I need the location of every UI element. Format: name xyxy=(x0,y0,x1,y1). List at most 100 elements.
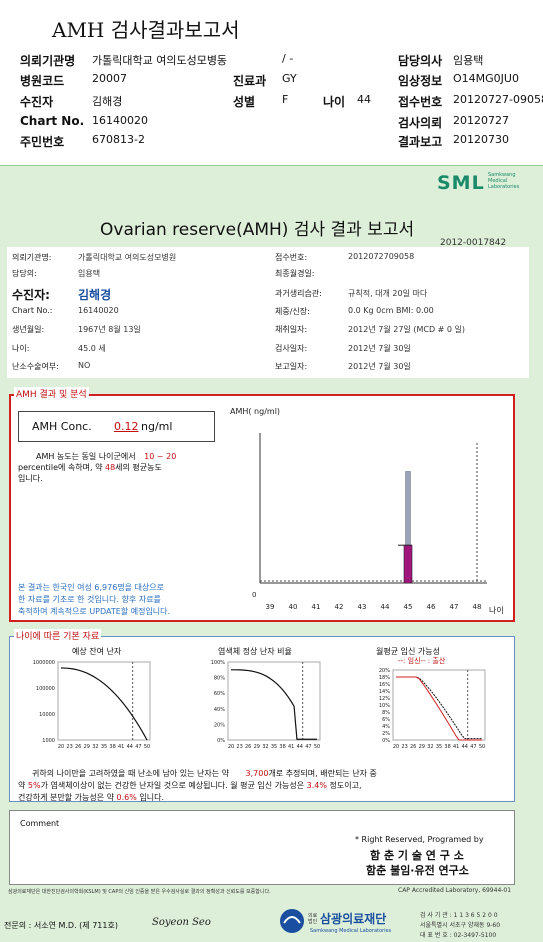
mini-x-tick: 20 xyxy=(393,744,399,750)
mini-y-tick: 100% xyxy=(211,660,226,666)
footer-disclaimer: 삼광의료재단은 대한진단검사의학회(KSLM) 및 CAP의 신임 인증을 받은… xyxy=(8,889,271,895)
info-label: 접수번호: xyxy=(275,253,308,262)
mini-x-tick: 26 xyxy=(410,744,416,750)
mini-y-tick: 14% xyxy=(379,689,390,695)
summary-line-2: 약 5%가 염색체이상이 없는 건강한 난자일 것으로 예상됩니다. 월 평균 … xyxy=(18,780,377,792)
info-value: 16140020 xyxy=(78,306,119,315)
brand-sub1: Samkwang xyxy=(488,172,516,178)
amh-conc-value: 0.12 xyxy=(114,420,139,433)
mini-x-tick: 35 xyxy=(436,744,442,750)
header-title: AMH 검사결과보고서 xyxy=(52,18,240,42)
mini-y-tick: 8% xyxy=(382,710,390,716)
header-value: F xyxy=(282,93,289,106)
mini-x-tick: 29 xyxy=(84,744,90,750)
mini-x-tick: 32 xyxy=(262,744,268,750)
info-label: 보고일자: xyxy=(275,362,308,371)
footer-cap: CAP Accredited Laboratory, 69944-01 xyxy=(398,887,512,894)
header-value: 44 xyxy=(357,93,371,106)
mini-y-tick: 0% xyxy=(217,738,225,744)
mini-x-tick: 47 xyxy=(135,744,141,750)
info-value: NO xyxy=(78,361,91,370)
info-label: 검사일자: xyxy=(275,344,308,353)
mini-x-tick: 41 xyxy=(288,744,294,750)
mini-x-tick: 29 xyxy=(254,744,260,750)
footer-code: 검 사 기 관 : 1 1 3 6 5 2 0 0 xyxy=(420,912,498,919)
amh-desc-1a: AMH 농도는 동일 나이군에서 xyxy=(36,452,136,461)
header-value: 670813-2 xyxy=(92,133,145,146)
lab-name-1: 함 춘 기 술 연 구 소 xyxy=(370,849,464,862)
mini-y-tick: 2% xyxy=(382,731,390,737)
header-label: 접수번호 xyxy=(398,95,443,109)
summary-2e: 정도이고, xyxy=(329,781,362,790)
chart-patient-bar xyxy=(403,544,413,584)
mini-y-tick: 6% xyxy=(382,717,390,723)
mini-x-tick: 23 xyxy=(66,744,72,750)
mini-plot-area xyxy=(57,661,151,741)
summary-3c: 입니다. xyxy=(139,793,164,802)
mini-title-3: 월평균 임신 가능성 xyxy=(376,647,440,656)
chart-y-tick: 0 xyxy=(252,591,256,599)
header-value: 20120727 xyxy=(453,114,509,127)
mini-x-tick: 20 xyxy=(228,744,234,750)
summary-line-1: 귀하의 나이만을 고려하였을 때 난소에 남아 있는 난자는 약 3,700개로… xyxy=(18,768,377,780)
mini-y-tick: 40% xyxy=(214,707,225,713)
chart-xlabel: 나이 xyxy=(489,605,504,615)
brand-sub2: Medical xyxy=(488,178,508,184)
info-value: 1967년 8월 13일 xyxy=(78,325,141,334)
footer-doctor: 전문의 : 서소연 M.D. (제 711호) xyxy=(4,921,118,930)
org-prefix: 의료 법인 xyxy=(308,913,318,925)
mini-x-tick: 26 xyxy=(245,744,251,750)
amh-conc-unit: ng/ml xyxy=(141,420,173,433)
amh-age-chart: AMH( ng/ml) 0 39 40 41 42 43 44 45 46 47 48 나이 xyxy=(230,407,504,615)
mini-y-tick: 16% xyxy=(379,682,390,688)
header-label: 결과보고 xyxy=(398,135,443,149)
age-summary: 귀하의 나이만을 고려하였을 때 난소에 남아 있는 난자는 약 3,700개로… xyxy=(18,768,377,804)
mini-y-tick: 20% xyxy=(379,668,390,674)
header-value: O14MG0JU0 xyxy=(453,72,519,85)
header-value: 20007 xyxy=(92,72,127,85)
chart-range-bar xyxy=(405,471,411,583)
header-value: 20120730 xyxy=(453,133,509,146)
summary-2a: 약 xyxy=(18,781,26,790)
info-label: 과거생리습관: xyxy=(275,289,322,298)
comment-box: Comment * Right Reserved, Programed by 함… xyxy=(9,810,515,885)
amh-note-2: 한 자료를 기초로 한 것입니다. 향후 자료를 xyxy=(18,595,161,604)
chart-x-tick: 39 xyxy=(266,603,275,611)
header-value: 김해경 xyxy=(92,95,123,108)
amh-desc-1b: 10 ~ 20 xyxy=(144,452,177,461)
info-value: 2012072709058 xyxy=(348,252,415,261)
header-value: 임용택 xyxy=(453,54,484,67)
header-label: 성별 xyxy=(233,95,256,109)
chart-x-tick: 41 xyxy=(312,603,321,611)
sml-logo: SML xyxy=(437,172,485,194)
mini-y-tick: 1000000 xyxy=(33,660,55,666)
mini-x-tick: 23 xyxy=(236,744,242,750)
summary-3b: 0.6% xyxy=(116,793,137,802)
mini-y-tick: 0% xyxy=(382,738,390,744)
mini-x-tick: 44 xyxy=(127,744,133,750)
mini-y-tick: 60% xyxy=(214,691,225,697)
mini-x-tick: 23 xyxy=(401,744,407,750)
mini-x-tick: 44 xyxy=(297,744,303,750)
info-label: Chart No.: xyxy=(12,306,53,315)
header-value: 20120727-09058 xyxy=(453,93,543,106)
info-value: 규칙적, 대개 20일 마다 xyxy=(348,289,428,298)
footer-addr: 서울특별시 서초구 양재동 9-60 xyxy=(420,922,501,929)
info-label: 담당의: xyxy=(12,269,37,278)
chart-x-tick: 45 xyxy=(404,603,413,611)
patient-info-panel xyxy=(7,247,529,378)
info-value: 가톨릭대학교 여의도성모병원 xyxy=(78,253,177,262)
mini-y-tick: 20% xyxy=(214,722,225,728)
mini-x-tick: 32 xyxy=(92,744,98,750)
rights-text: * Right Reserved, Programed by xyxy=(355,835,484,844)
info-label: 난소수술여부: xyxy=(12,362,59,371)
mini-y-tick: 18% xyxy=(379,675,390,681)
sml-emblem-icon xyxy=(280,909,304,933)
header-label: Chart No. xyxy=(20,114,85,128)
lab-name-2: 함춘 불임·유전 연구소 xyxy=(366,864,469,877)
report-id: 2012-0017842 xyxy=(440,238,507,248)
info-value: 임용택 xyxy=(78,269,101,278)
mini-x-tick: 44 xyxy=(462,744,468,750)
brand-sub3: Laboratories xyxy=(488,184,520,190)
